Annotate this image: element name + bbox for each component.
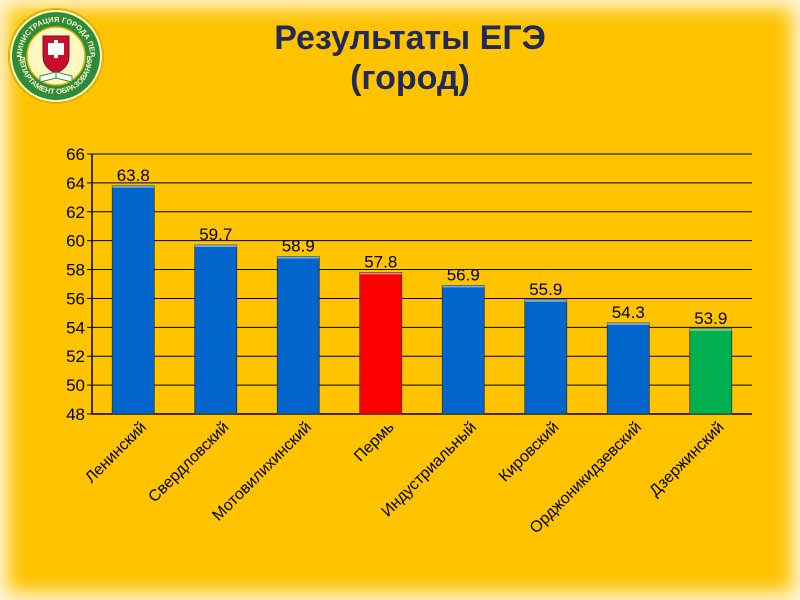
- title-line-1: Результаты ЕГЭ: [274, 19, 546, 57]
- emblem-logo: АДМИНИСТРАЦИЯ ГОРОДА ПЕРМИ ДЕПАРТАМЕНТ О…: [6, 6, 104, 104]
- y-tick-label: 66: [66, 145, 85, 164]
- bar-highlight: [112, 185, 155, 188]
- y-axis: 48 50 52 54 56 58 60 62 64 66: [66, 145, 752, 424]
- bar: [689, 328, 733, 415]
- y-tick-label: 62: [66, 203, 85, 222]
- bars: [111, 185, 733, 415]
- y-tick-label: 64: [66, 174, 85, 193]
- value-labels: 63.8 59.7 58.9 57.8 56.9 55.9 54.3 53.9: [117, 166, 728, 328]
- data-label: 63.8: [117, 166, 150, 185]
- data-label: 53.9: [694, 309, 727, 328]
- y-tick-label: 58: [66, 261, 85, 280]
- title-line-2: (город): [350, 59, 470, 97]
- data-label: 57.8: [364, 252, 397, 271]
- bar-highlight: [607, 323, 650, 325]
- bar-highlight: [359, 272, 402, 275]
- x-tick-label: Пермь: [351, 419, 397, 465]
- bar: [194, 244, 238, 415]
- y-tick-label: 52: [66, 347, 85, 366]
- bar-highlight: [277, 256, 320, 259]
- y-tick-label: 50: [66, 376, 85, 395]
- data-label: 56.9: [447, 265, 480, 284]
- book-icon: [39, 71, 73, 83]
- gridlines: [92, 153, 752, 415]
- bar: [111, 185, 155, 415]
- bar: [359, 272, 403, 415]
- bar: [276, 256, 320, 415]
- y-tick-label: 60: [66, 232, 85, 251]
- bar: [606, 322, 650, 415]
- bar-highlight: [689, 328, 732, 331]
- x-tick-label: Свердловский: [145, 419, 232, 506]
- x-tick-label: Ленинский: [82, 419, 150, 487]
- shield-icon: [42, 35, 70, 74]
- bar-highlight: [442, 285, 485, 288]
- data-label: 59.7: [199, 225, 232, 244]
- bar: [524, 299, 568, 415]
- bar-highlight: [194, 245, 237, 247]
- page-title: Результаты ЕГЭ (город): [250, 18, 570, 98]
- y-tick-label: 48: [66, 405, 85, 424]
- y-tick-label: 54: [66, 318, 85, 337]
- data-label: 55.9: [529, 280, 562, 299]
- data-label: 54.3: [612, 303, 645, 322]
- y-tick-label: 56: [66, 289, 85, 308]
- data-label: 58.9: [282, 237, 315, 256]
- x-tick-label: Кировский: [496, 419, 563, 486]
- x-tick-label: Дзержинский: [646, 419, 727, 500]
- bar: [441, 285, 485, 415]
- bar-highlight: [524, 299, 567, 302]
